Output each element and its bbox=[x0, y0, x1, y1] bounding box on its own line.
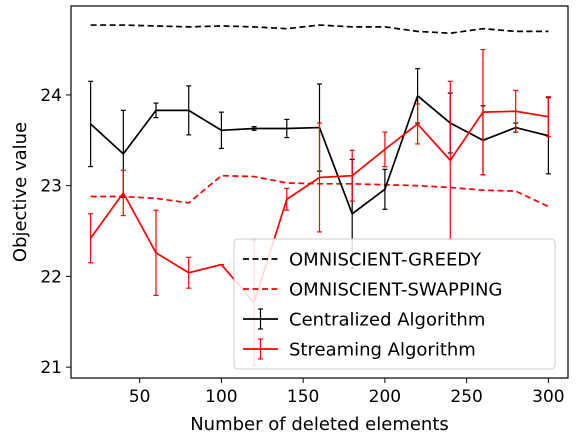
x-tick-label: 300 bbox=[532, 387, 564, 407]
legend-label: OMNISCIENT-GREEDY bbox=[289, 250, 482, 271]
y-axis-label: Objective value bbox=[10, 122, 31, 262]
y-tick-label: 22 bbox=[40, 267, 62, 287]
y-tick-label: 23 bbox=[40, 177, 62, 197]
legend-label: Streaming Algorithm bbox=[289, 340, 476, 361]
x-tick-label: 200 bbox=[369, 387, 401, 407]
axis-ticks: 50 100 150 200 250 300 21 22 23 24 bbox=[40, 86, 564, 407]
legend: OMNISCIENT-GREEDY OMNISCIENT-SWAPPING Cent… bbox=[233, 238, 556, 370]
series-omniscient-greedy bbox=[90, 24, 549, 35]
series-line bbox=[89, 110, 549, 304]
series-line bbox=[90, 24, 549, 35]
legend-label: OMNISCIENT-SWAPPING bbox=[289, 280, 502, 301]
x-tick-label: 50 bbox=[129, 387, 151, 407]
plot-content bbox=[88, 24, 551, 366]
legend-box bbox=[233, 238, 556, 370]
x-axis-label: Number of deleted elements bbox=[190, 414, 449, 435]
x-tick-label: 250 bbox=[450, 387, 482, 407]
y-tick-label: 24 bbox=[40, 86, 62, 106]
x-tick-label: 150 bbox=[287, 387, 319, 407]
x-tick-label: 100 bbox=[205, 387, 237, 407]
y-tick-label: 21 bbox=[40, 358, 62, 378]
legend-label: Centralized Algorithm bbox=[289, 310, 485, 331]
plot-frame bbox=[70, 5, 569, 379]
series-streaming-algorithm bbox=[88, 48, 551, 366]
